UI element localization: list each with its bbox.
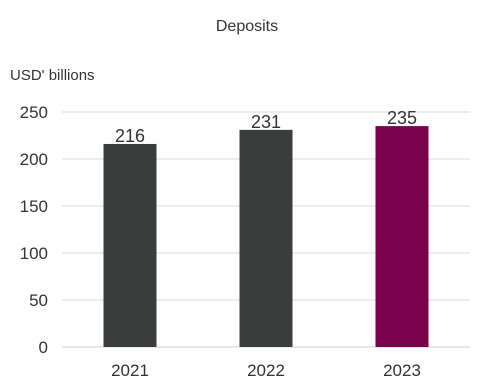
data-label-2022: 231 (251, 112, 281, 132)
data-label-2023: 235 (387, 108, 417, 128)
y-tick-label: 0 (39, 338, 48, 357)
data-labels: 216 231 235 (115, 108, 417, 146)
y-tick-label: 100 (20, 244, 48, 263)
y-tick-label: 250 (20, 103, 48, 122)
x-tick-label: 2022 (247, 361, 285, 380)
unit-label: USD' billions (10, 67, 95, 84)
bar-2021 (103, 143, 157, 347)
x-axis-ticks: 2021 2022 2023 (111, 361, 421, 380)
bar-2022 (239, 129, 293, 347)
chart-title: Deposits (216, 18, 278, 35)
y-tick-label: 200 (20, 150, 48, 169)
bar-2023 (375, 126, 429, 347)
y-tick-label: 150 (20, 197, 48, 216)
bars (103, 126, 429, 347)
y-tick-label: 50 (29, 291, 48, 310)
y-axis-ticks: 0 50 100 150 200 250 (20, 103, 48, 357)
data-label-2021: 216 (115, 126, 145, 146)
x-tick-label: 2021 (111, 361, 149, 380)
x-tick-label: 2023 (383, 361, 421, 380)
